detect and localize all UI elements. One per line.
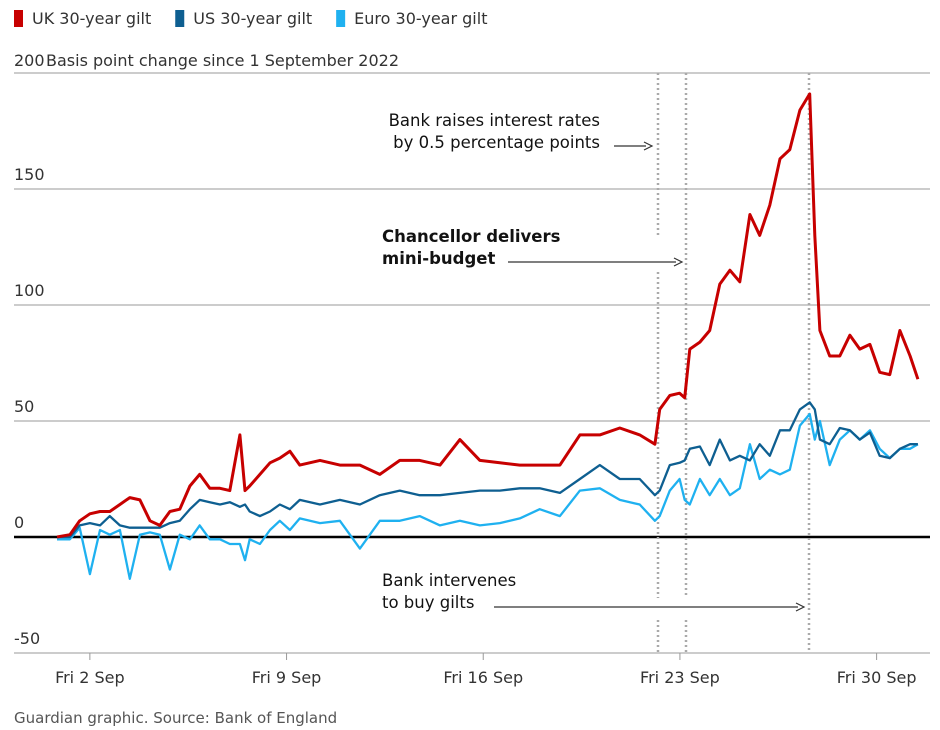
x-tick-label: Fri 2 Sep (55, 668, 125, 687)
y-tick-label: -50 (14, 629, 40, 648)
series-line (57, 412, 919, 580)
x-tick-label: Fri 16 Sep (443, 668, 523, 687)
series-line (57, 401, 918, 539)
x-tick-label: Fri 30 Sep (837, 668, 917, 687)
y-tick-label: 200 (14, 51, 45, 70)
annotation: mini-budget (382, 249, 495, 268)
x-tick-label: Fri 23 Sep (640, 668, 720, 687)
legend-swatch (14, 10, 23, 27)
subtitle: Basis point change since 1 September 202… (46, 51, 399, 70)
legend-swatch (175, 10, 185, 27)
source: Guardian graphic. Source: Bank of Englan… (14, 709, 337, 727)
x-tick-label: Fri 9 Sep (252, 668, 322, 687)
y-tick-label: 150 (14, 165, 45, 184)
legend-label: US 30-year gilt (193, 9, 312, 28)
annotation: to buy gilts (382, 593, 474, 612)
y-tick-label: 100 (14, 281, 45, 300)
y-tick-label: 0 (14, 513, 24, 532)
legend-label: UK 30-year gilt (32, 9, 151, 28)
series-line (56, 92, 920, 539)
annotation-arrowhead (673, 257, 684, 267)
legend-swatch (336, 10, 346, 27)
annotation-arrowhead (795, 602, 806, 612)
annotation: by 0.5 percentage points (393, 133, 600, 152)
annotation: Chancellor delivers (382, 227, 561, 246)
annotation: Bank intervenes (382, 571, 516, 590)
annotation-arrowhead (643, 141, 654, 151)
annotation: Bank raises interest rates (389, 111, 600, 130)
legend-label: Euro 30-year gilt (354, 9, 487, 28)
y-tick-label: 50 (14, 397, 34, 416)
